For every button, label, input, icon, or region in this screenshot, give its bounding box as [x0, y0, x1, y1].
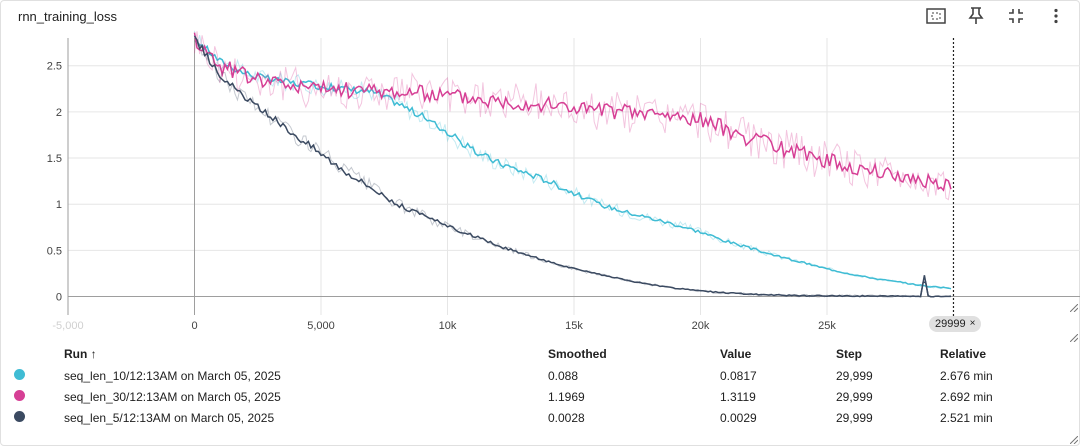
raw-value: 1.3119 — [720, 389, 756, 404]
more-vert-icon[interactable] — [1042, 4, 1070, 28]
x-tick-label: 25k — [818, 320, 836, 332]
table-row[interactable]: seq_len_10/12:13AM on March 05, 2025 0.0… — [14, 365, 1060, 386]
run-name: seq_len_30/12:13AM on March 05, 2025 — [64, 389, 281, 404]
table-row[interactable]: seq_len_5/12:13AM on March 05, 2025 0.00… — [14, 407, 1060, 428]
smoothed-value: 1.1969 — [548, 389, 585, 404]
step-value: 29,999 — [836, 410, 873, 425]
relative-time: 2.692 min — [940, 389, 993, 404]
table-row[interactable]: seq_len_30/12:13AM on March 05, 2025 1.1… — [14, 386, 1060, 407]
value-column-header[interactable]: Value — [720, 347, 752, 361]
resize-handle-icon[interactable] — [1070, 304, 1078, 312]
run-name: seq_len_5/12:13AM on March 05, 2025 — [64, 410, 275, 425]
table-header-row: Run ↑ Smoothed Value Step Relative — [14, 343, 1060, 365]
loss-chart[interactable]: -5,000 0 5,000 10k 15k 20k 25k 0 0.5 1 1.5 2 2.5 — [0, 0, 1080, 340]
series-smoothed-line — [193, 34, 952, 290]
pin-icon[interactable] — [962, 4, 990, 28]
card-toolbar — [922, 4, 1070, 28]
y-tick-label: 2 — [56, 107, 62, 119]
chart-title: rnn_training_loss — [18, 9, 118, 24]
y-tick-label: 0.5 — [47, 245, 62, 257]
step-value: 29,999 — [836, 368, 873, 383]
step-badge: 29999 × — [929, 316, 982, 332]
raw-value: 0.0029 — [720, 410, 757, 425]
resize-handle-icon[interactable] — [1070, 334, 1078, 342]
runs-table: Run ↑ Smoothed Value Step Relative seq_l… — [14, 343, 1060, 428]
axes: -5,000 0 5,000 10k 15k 20k 25k 0 0.5 1 1.5 2 2.5 — [47, 38, 836, 332]
y-tick-label: 1 — [56, 199, 62, 211]
fullscreen-exit-icon[interactable] — [1002, 4, 1030, 28]
step-value: 29,999 — [836, 389, 873, 404]
smoothed-value: 0.0028 — [548, 410, 585, 425]
close-icon[interactable]: × — [969, 318, 976, 329]
series-smoothed-line — [193, 35, 951, 298]
relative-column-header[interactable]: Relative — [940, 347, 987, 361]
relative-time: 2.676 min — [940, 368, 993, 383]
x-tick-label: 15k — [565, 320, 583, 332]
y-tick-label: 1.5 — [47, 153, 62, 165]
series-smoothed-line — [193, 32, 952, 192]
fit-domain-icon[interactable] — [922, 4, 950, 28]
x-tick-label: -5,000 — [52, 320, 83, 332]
smoothed-value: 0.088 — [548, 368, 579, 383]
step-column-header[interactable]: Step — [836, 347, 863, 361]
x-tick-label: 5,000 — [307, 320, 335, 332]
y-tick-label: 2.5 — [47, 61, 62, 73]
series-spike — [919, 275, 929, 297]
series-raw-line — [194, 31, 952, 201]
series-lines — [193, 30, 952, 298]
x-tick-label: 10k — [439, 320, 457, 332]
relative-time: 2.521 min — [940, 410, 993, 425]
run-name: seq_len_10/12:13AM on March 05, 2025 — [64, 368, 281, 383]
smoothed-column-header[interactable]: Smoothed — [548, 347, 607, 361]
run-color-dot — [14, 368, 25, 380]
run-color-dot — [14, 389, 25, 401]
x-tick-label: 0 — [191, 320, 197, 332]
run-color-dot — [14, 410, 25, 422]
step-badge-label: 29999 — [935, 318, 966, 330]
y-tick-label: 0 — [56, 292, 62, 304]
x-tick-label: 20k — [692, 320, 710, 332]
resize-handle-icon[interactable] — [1070, 436, 1078, 444]
run-column-header[interactable]: Run ↑ — [64, 347, 97, 361]
raw-value: 0.0817 — [720, 368, 757, 383]
